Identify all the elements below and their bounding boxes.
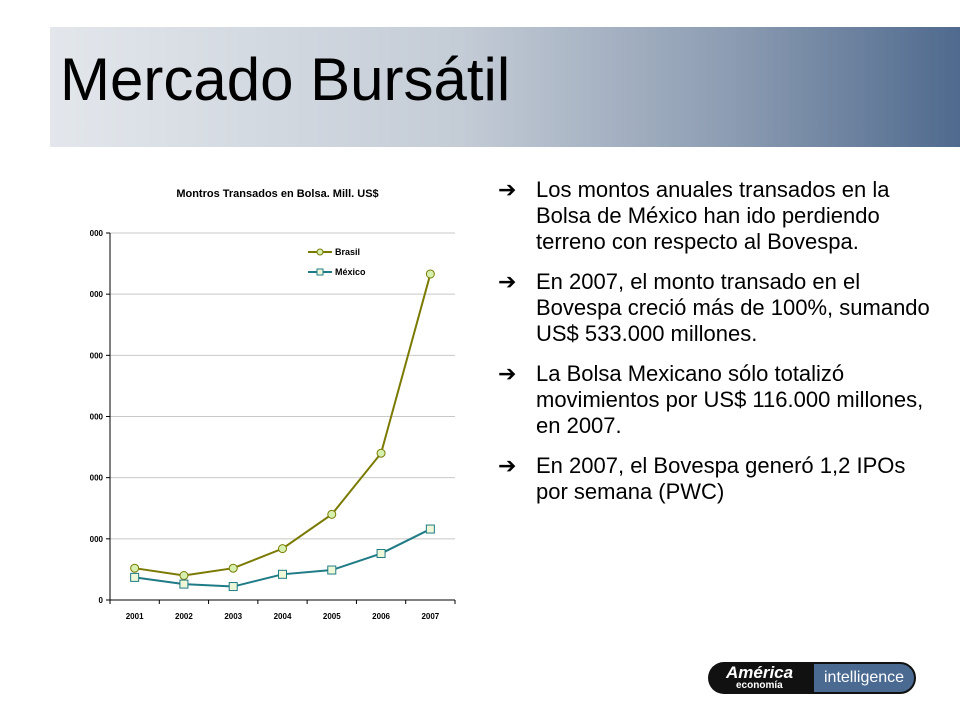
data-point-circle xyxy=(228,563,238,573)
bullet-item: ➔ Los montos anuales transados en la Bols… xyxy=(498,177,938,255)
bullet-text: La Bolsa Mexicano sólo totalizó movimien… xyxy=(536,361,924,438)
y-tick-label: 600.000 xyxy=(90,229,104,238)
bullet-text: Los montos anuales transados en la Bolsa… xyxy=(536,177,890,254)
logo-word-economia: economía xyxy=(736,680,783,691)
y-tick-label: 100.000 xyxy=(90,535,104,544)
logo-word-america: América xyxy=(726,663,794,682)
data-point-square xyxy=(179,579,189,589)
slide-title: Mercado Bursátil xyxy=(60,46,511,113)
bullet-item: ➔ La Bolsa Mexicano sólo totalizó movimie… xyxy=(498,361,938,439)
data-point-square xyxy=(327,565,337,575)
data-point-circle xyxy=(327,509,337,519)
y-tick-label: 300.000 xyxy=(90,413,104,422)
data-point-square xyxy=(228,582,238,592)
legend-label: Brasil xyxy=(335,247,360,257)
right-arrow-icon: ➔ xyxy=(498,361,517,386)
bullet-text: En 2007, el Bovespa generó 1,2 IPOs por … xyxy=(536,453,906,504)
data-point-square xyxy=(376,549,386,559)
bullet-item: ➔ En 2007, el Bovespa generó 1,2 IPOs por… xyxy=(498,453,938,505)
series-line-brasil xyxy=(134,273,432,577)
x-tick-label: 2005 xyxy=(323,612,341,621)
bullet-item: ➔ En 2007, el monto transado en el Bovesp… xyxy=(498,269,938,347)
title-bar xyxy=(50,27,960,147)
y-tick-label: 0 xyxy=(99,596,104,605)
right-arrow-icon: ➔ xyxy=(498,453,517,478)
x-tick-label: 2001 xyxy=(126,612,144,621)
x-tick-label: 2007 xyxy=(421,612,439,621)
y-tick-label: 200.000 xyxy=(90,474,104,483)
america-economia-intelligence-logo: América economía intelligence xyxy=(708,662,916,694)
logo-dark-part: América economía xyxy=(708,662,818,694)
x-tick-label: 2006 xyxy=(372,612,390,621)
bullet-text: En 2007, el monto transado en el Bovespa… xyxy=(536,269,930,346)
data-point-circle xyxy=(376,448,386,458)
legend-label: México xyxy=(335,267,366,277)
chart-title: Montros Transados en Bolsa. Mill. US$ xyxy=(176,188,378,200)
x-tick-label: 2003 xyxy=(224,612,242,621)
x-tick-label: 2002 xyxy=(175,612,193,621)
logo-word-intelligence: intelligence xyxy=(824,669,905,686)
bullet-list: ➔ Los montos anuales transados en la Bols… xyxy=(498,177,938,519)
y-tick-label: 400.000 xyxy=(90,351,104,360)
logo-blue-part: intelligence xyxy=(812,662,916,694)
legend-marker xyxy=(316,248,324,256)
right-arrow-icon: ➔ xyxy=(498,177,517,202)
legend-marker xyxy=(316,268,324,276)
line-chart: Montros Transados en Bolsa. Mill. US$ 0 10… xyxy=(90,188,456,621)
data-point-circle xyxy=(130,563,140,573)
data-point-square xyxy=(130,572,140,582)
data-point-square xyxy=(278,569,287,579)
right-arrow-icon: ➔ xyxy=(498,269,517,294)
data-point-square xyxy=(425,524,435,534)
data-point-circle xyxy=(179,571,189,581)
x-tick-label: 2004 xyxy=(274,612,292,621)
data-point-circle xyxy=(278,544,287,554)
y-tick-label: 500.000 xyxy=(90,290,104,299)
data-point-circle xyxy=(425,269,435,279)
